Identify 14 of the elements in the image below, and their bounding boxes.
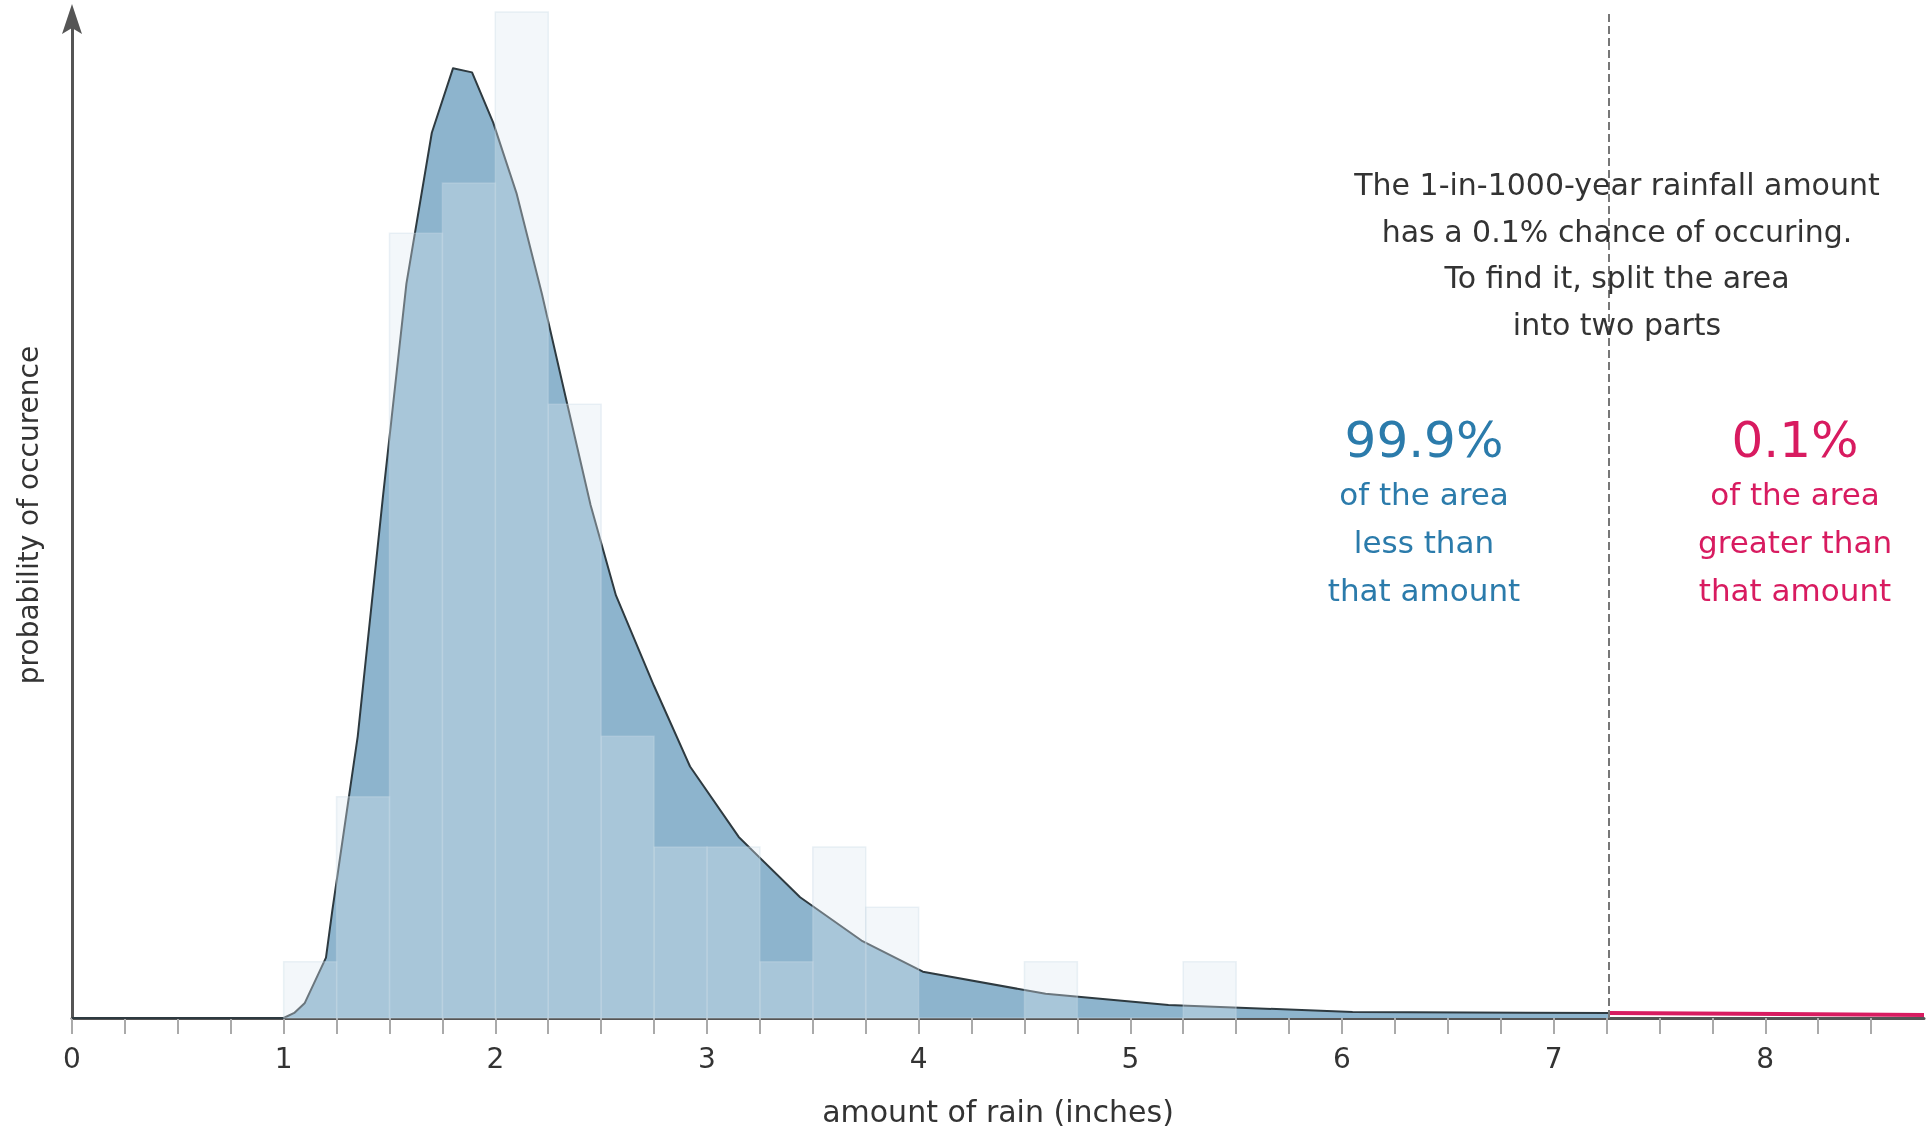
x-tick-label: 6 [1333, 1041, 1351, 1075]
x-tick-label: 7 [1544, 1041, 1563, 1075]
x-tick-label: 2 [486, 1041, 505, 1075]
annotation: 99.9% of the area less than that amount [1327, 410, 1521, 611]
x-tick-label: 4 [909, 1041, 928, 1075]
x-axis-title: amount of rain (inches) [822, 1093, 1174, 1129]
annotation: 0.1% of the area greater than that amount [1697, 410, 1893, 611]
x-tick-label: 1 [274, 1041, 293, 1075]
y-axis-title: probability of occurence [11, 345, 45, 685]
x-tick-label: 3 [698, 1041, 716, 1075]
x-tick-label: 8 [1756, 1041, 1775, 1075]
x-tick-label: 5 [1121, 1041, 1140, 1075]
annotation: The 1-in-1000-year rainfall amount has a 0.1% chance of occuring. To find it, split the area into two parts [1354, 166, 1880, 344]
x-tick-label: 0 [63, 1041, 81, 1075]
